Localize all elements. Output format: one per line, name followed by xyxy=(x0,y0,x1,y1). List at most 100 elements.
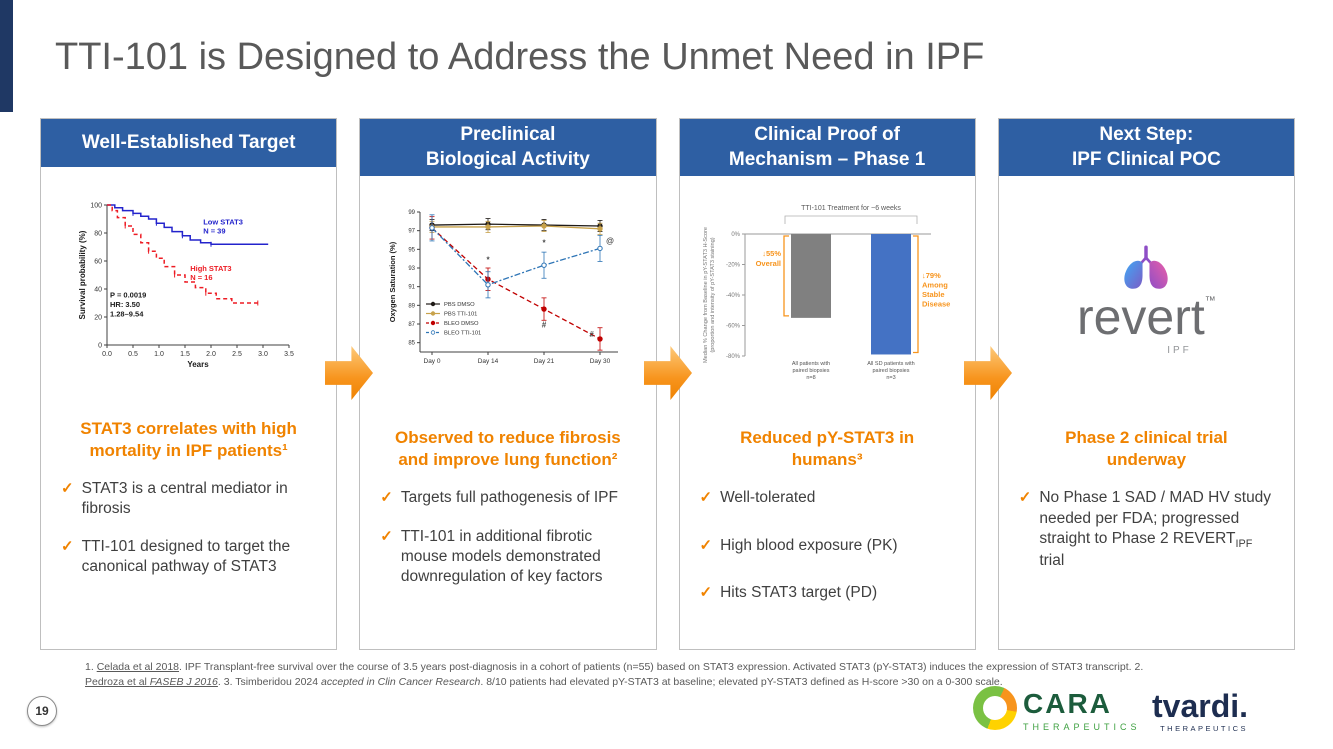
bullet-item: ✓ High blood exposure (PK) xyxy=(700,536,961,556)
svg-text:91: 91 xyxy=(408,285,415,291)
check-icon: ✓ xyxy=(380,527,393,545)
revert-logo: revert™ IPF xyxy=(1077,242,1216,356)
bullet-item: ✓ No Phase 1 SAD / MAD HV study needed p… xyxy=(1019,488,1280,571)
columns-row: Well-Established Target 0 20 40 60 80 100 0.0 0… xyxy=(40,118,1295,650)
svg-text:Oxygen Saturation (%): Oxygen Saturation (%) xyxy=(388,242,397,323)
svg-text:BLEO TTI-101: BLEO TTI-101 xyxy=(444,331,481,337)
bullet-text: TTI-101 designed to target the canonical… xyxy=(81,538,291,576)
footnote-link-pedroza-journal[interactable]: FASEB J 2016 xyxy=(149,676,218,689)
column-header: Well-Established Target xyxy=(41,119,337,167)
svg-text:P = 0.0019: P = 0.0019 xyxy=(110,290,146,299)
svg-text:-20%: -20% xyxy=(726,263,741,269)
footnote-link-celada[interactable]: Celada et al 2018 xyxy=(96,661,180,673)
svg-text:85: 85 xyxy=(408,341,415,347)
cara-sub: THERAPEUTICS xyxy=(1023,722,1141,732)
svg-text:N = 16: N = 16 xyxy=(190,273,212,282)
card-well-established-target: Well-Established Target 0 20 40 60 80 100 0.0 0… xyxy=(40,118,338,650)
cara-ring-icon xyxy=(973,686,1017,730)
bullet-item: ✓ Hits STAT3 target (PD) xyxy=(700,583,961,603)
svg-text:95: 95 xyxy=(408,248,415,254)
svg-text:99: 99 xyxy=(408,210,415,216)
lungs-icon xyxy=(1124,245,1169,290)
svg-text:paired biopsies: paired biopsies xyxy=(873,368,910,374)
card-clinical-proof-of-mechanism: Clinical Proof of Mechanism – Phase 1 TT… xyxy=(678,118,976,650)
bullet-text-subscript: IPF xyxy=(1235,537,1253,550)
svg-text:N = 39: N = 39 xyxy=(203,227,225,236)
svg-text:20: 20 xyxy=(94,315,102,322)
svg-text:89: 89 xyxy=(408,304,415,310)
revert-logo-area: revert™ IPF xyxy=(999,176,1294,422)
svg-text:40: 40 xyxy=(94,287,102,294)
check-icon: ✓ xyxy=(61,480,74,497)
bullet-item: ✓ TTI-101 in additional fibrotic mouse m… xyxy=(380,527,641,587)
column-header: Next Step: IPF Clinical POC xyxy=(998,119,1294,177)
svg-text:1.5: 1.5 xyxy=(180,351,190,358)
svg-text:97: 97 xyxy=(408,229,415,235)
footnote-text: . 8/10 patients had elevated pY-STAT3 at… xyxy=(480,676,1003,689)
svg-text:Day 21: Day 21 xyxy=(534,358,555,365)
revert-word: revert xyxy=(1076,289,1205,346)
svg-text:*: * xyxy=(486,256,490,265)
column-header: Preclinical Biological Activity xyxy=(360,119,656,177)
svg-text:Survival probability (%): Survival probability (%) xyxy=(78,230,87,319)
bullet-text: Targets full pathogenesis of IPF xyxy=(400,489,618,507)
svg-text:(proportion and intensity of p: (proportion and intensity of pY-STAT3 st… xyxy=(710,238,716,353)
svg-text:Day 14: Day 14 xyxy=(478,358,499,365)
bullet-list: ✓ Targets full pathogenesis of IPF ✓ TTI… xyxy=(360,476,655,649)
svg-text:100: 100 xyxy=(90,203,102,210)
bullet-item: ✓ Targets full pathogenesis of IPF xyxy=(380,488,641,508)
svg-text:#: # xyxy=(542,321,547,330)
svg-text:paired biopsies: paired biopsies xyxy=(793,368,830,374)
bullet-list: ✓ STAT3 is a central mediator in fibrosi… xyxy=(41,467,336,649)
footnote-link-pedroza[interactable]: Pedroza et al xyxy=(85,676,150,689)
bullet-text: High blood exposure (PK) xyxy=(720,536,898,554)
bullet-text-part: No Phase 1 SAD / MAD HV study needed per… xyxy=(1039,489,1272,547)
bullet-text: TTI-101 in additional fibrotic mouse mod… xyxy=(400,527,603,585)
svg-text:Years: Years xyxy=(187,360,209,369)
svg-text:3.5: 3.5 xyxy=(284,351,294,358)
svg-text:-40%: -40% xyxy=(726,293,741,299)
svg-text:0.5: 0.5 xyxy=(128,351,138,358)
svg-text:1.0: 1.0 xyxy=(154,351,164,358)
bullet-text: No Phase 1 SAD / MAD HV study needed per… xyxy=(1039,488,1280,571)
tvardi-sub: THERAPEUTICS xyxy=(1160,724,1249,733)
svg-text:0.0: 0.0 xyxy=(102,351,112,358)
revert-wordmark: revert™ xyxy=(1077,292,1216,342)
cara-logo: CARA THERAPEUTICS xyxy=(973,686,1141,732)
check-icon: ✓ xyxy=(699,583,713,601)
svg-text:PBS DMSO: PBS DMSO xyxy=(444,302,475,308)
svg-text:All patients with: All patients with xyxy=(792,361,830,367)
svg-text:-60%: -60% xyxy=(726,324,741,330)
svg-text:BLEO DMSO: BLEO DMSO xyxy=(444,321,479,327)
svg-text:2.0: 2.0 xyxy=(206,351,216,358)
tvardi-name: tvardi. xyxy=(1152,688,1249,724)
svg-text:Day 0: Day 0 xyxy=(423,358,440,365)
svg-text:Overall: Overall xyxy=(756,259,781,268)
column-heading: Observed to reduce fibrosis and improve … xyxy=(394,428,621,470)
bullet-text: Hits STAT3 target (PD) xyxy=(720,583,878,601)
footnote-text-italic: accepted in Clin Cancer Research xyxy=(321,676,481,689)
svg-text:Low STAT3: Low STAT3 xyxy=(203,218,243,227)
svg-text:n=3: n=3 xyxy=(886,375,895,381)
bullet-list: ✓ Well-tolerated ✓ High blood exposure (… xyxy=(680,476,975,649)
card-preclinical-activity: Preclinical Biological Activity 85 87 89 91… xyxy=(359,118,657,650)
svg-text:Day 30: Day 30 xyxy=(590,358,611,365)
svg-text:Median % Change from Baseline: Median % Change from Baseline in pY-STAT… xyxy=(703,227,709,363)
svg-text:0%: 0% xyxy=(731,232,740,238)
svg-text:↓55%: ↓55% xyxy=(762,249,781,258)
check-icon: ✓ xyxy=(699,489,713,507)
svg-text:TTI-101 Treatment for ~6 weeks: TTI-101 Treatment for ~6 weeks xyxy=(801,205,901,212)
column-heading: Reduced pY-STAT3 in humans³ xyxy=(740,428,915,470)
pystat3-bar-chart: TTI-101 Treatment for ~6 weeks 0% -20% -40%… xyxy=(680,176,975,422)
svg-text:#: # xyxy=(589,330,594,339)
svg-text:60: 60 xyxy=(94,259,102,266)
footnote-text: . 3. Tsimberidou 2024 xyxy=(217,676,322,689)
bullet-list: ✓ No Phase 1 SAD / MAD HV study needed p… xyxy=(999,476,1294,649)
check-icon: ✓ xyxy=(61,538,74,556)
svg-text:2.5: 2.5 xyxy=(232,351,242,358)
svg-text:80: 80 xyxy=(94,231,102,238)
oxygen-saturation-chart: 85 87 89 91 93 95 97 99 Day 0 Day 14 Day 21 Day 30 P… xyxy=(360,176,655,422)
bullet-item: ✓ Well-tolerated xyxy=(700,488,961,508)
svg-text:High STAT3: High STAT3 xyxy=(190,264,231,273)
